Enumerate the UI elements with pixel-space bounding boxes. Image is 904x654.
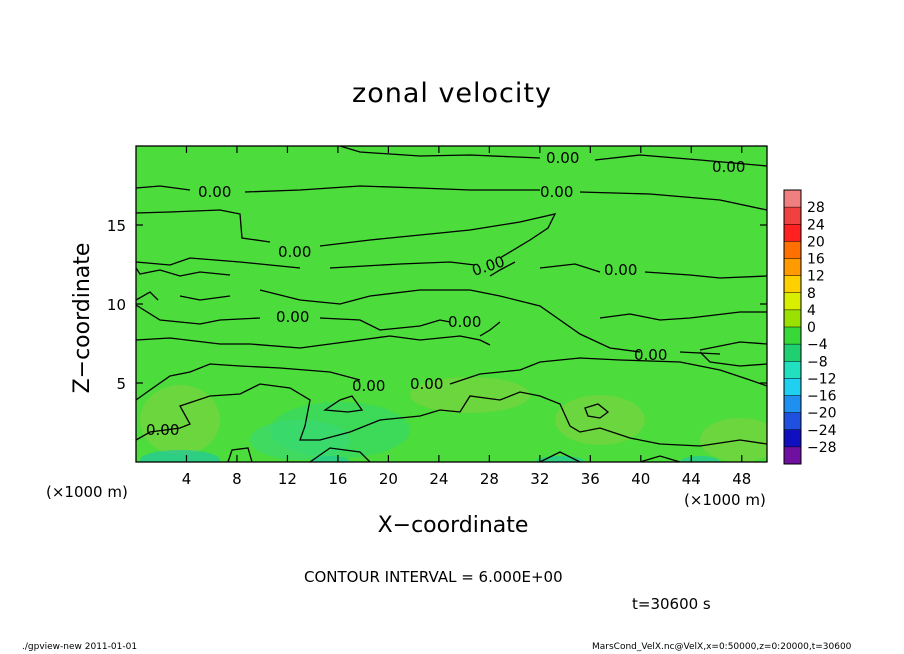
- colorbar-swatch: [784, 207, 801, 225]
- y-tick-label: 15: [107, 217, 126, 235]
- contour-label: 0.00: [712, 158, 745, 176]
- x-axis-label: X−coordinate: [0, 513, 904, 538]
- y-tick-label: 10: [107, 296, 126, 314]
- colorbar-swatch: [784, 446, 801, 465]
- shading-patches: [140, 377, 767, 462]
- colorbar-swatch: [784, 395, 801, 414]
- x-tick-label: 40: [631, 470, 650, 488]
- x-tick-label: 4: [182, 470, 192, 488]
- colorbar-swatch: [784, 190, 801, 208]
- x-tick-label: 44: [682, 470, 701, 488]
- colorbar-swatch: [784, 378, 801, 396]
- colorbar-label: 20: [807, 234, 825, 250]
- y-axis-ticks: 5 10 15: [107, 217, 767, 393]
- colorbar-label: 4: [807, 303, 816, 319]
- contour-labels: 0.00 0.00 0.00 0.00 0.00 0.00 0.00 0.00 …: [146, 149, 745, 439]
- contour-label: 0.00: [546, 149, 579, 167]
- contour-label: 0.00: [276, 308, 309, 326]
- x-tick-label: 8: [232, 470, 242, 488]
- colorbar-swatch: [784, 429, 801, 448]
- colorbar-swatch: [784, 344, 801, 362]
- colorbar-label: −16: [807, 389, 837, 405]
- colorbar-swatch: [784, 412, 801, 431]
- colorbar-label: 24: [807, 217, 825, 233]
- contour-label: 0.00: [352, 377, 385, 395]
- contour-label: 0.00: [198, 183, 231, 201]
- colorbar-label: 28: [807, 200, 825, 216]
- x-tick-label: 24: [429, 470, 448, 488]
- colorbar-swatch: [784, 327, 801, 345]
- contour-label: 0.00: [410, 375, 443, 393]
- colorbar-label: −4: [807, 337, 828, 353]
- chart-title: zonal velocity: [352, 78, 552, 109]
- contour-label: 0.00: [604, 261, 637, 279]
- colorbar-label: −28: [807, 440, 837, 456]
- footer-data-source: MarsCond_VelX.nc@VelX,x=0:50000,z=0:2000…: [592, 642, 852, 652]
- x-tick-label: 20: [379, 470, 398, 488]
- colorbar-swatch: [784, 224, 801, 242]
- x-axis-unit-left: (×1000 m): [46, 483, 128, 501]
- contour-label: 0.00: [540, 183, 573, 201]
- x-tick-label: 36: [581, 470, 600, 488]
- contour-label: 0.00: [634, 346, 667, 364]
- colorbar-label: 12: [807, 269, 825, 285]
- x-tick-label: 48: [732, 470, 751, 488]
- x-axis-unit-right: (×1000 m): [684, 491, 766, 509]
- colorbar-label: −12: [807, 371, 837, 387]
- contour-lines: [136, 146, 767, 462]
- colorbar-swatch: [784, 309, 801, 328]
- x-tick-label: 16: [328, 470, 347, 488]
- colorbar-label: 8: [807, 286, 816, 302]
- colorbar-label: −20: [807, 406, 837, 422]
- x-tick-label: 32: [530, 470, 549, 488]
- x-tick-label: 28: [480, 470, 499, 488]
- contour-label: 0.00: [448, 313, 481, 331]
- colorbar-label: 16: [807, 252, 825, 268]
- time-stamp: t=30600 s: [632, 595, 711, 613]
- footer-program-info: ./gpview-new 2011-01-01: [22, 642, 138, 652]
- colorbar-swatch: [784, 361, 801, 379]
- y-axis-label: Z−coordinate: [70, 242, 95, 394]
- contour-label: 0.00: [278, 243, 311, 261]
- colorbar-swatch: [784, 258, 801, 277]
- colorbar-swatch: [784, 275, 801, 294]
- x-axis-label-text: X−coordinate: [377, 513, 529, 538]
- colorbar-swatch: [784, 241, 801, 259]
- x-axis-ticks: 4 8 12 16 20 24 28 32 36 40 44 48: [182, 146, 751, 488]
- colorbar-label: −8: [807, 354, 828, 370]
- y-tick-label: 5: [116, 375, 126, 393]
- contour-interval-note: CONTOUR INTERVAL = 6.000E+00: [304, 568, 563, 586]
- colorbar-label: −24: [807, 423, 837, 439]
- x-tick-label: 12: [278, 470, 297, 488]
- contour-label: 0.00: [146, 421, 179, 439]
- plot-area: 0.00 0.00 0.00 0.00 0.00 0.00 0.00 0.00 …: [107, 145, 768, 488]
- colorbar-swatch: [784, 292, 801, 311]
- colorbar-label: 0: [807, 320, 816, 336]
